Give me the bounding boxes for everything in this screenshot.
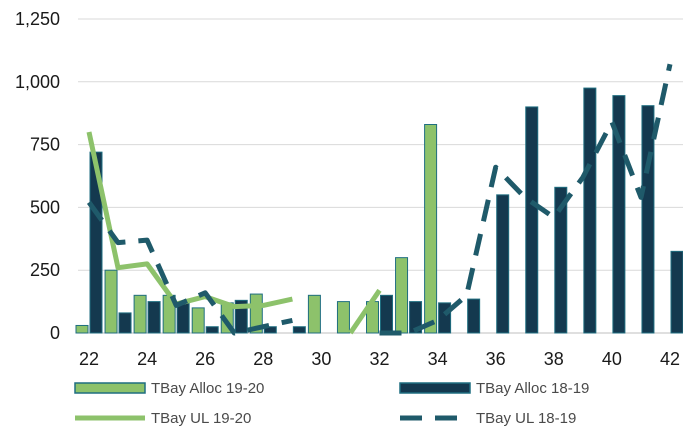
bar-alloc-19-20 [133, 294, 147, 334]
bar-alloc-18-19 [554, 186, 568, 334]
bar-alloc-18-19 [496, 194, 510, 334]
bar-alloc-19-20 [75, 324, 89, 334]
bar-alloc-19-20 [104, 269, 118, 334]
x-tick-label: 28 [253, 349, 273, 369]
bar-alloc-18-19 [147, 301, 161, 334]
bar-alloc-18-19 [263, 326, 277, 334]
y-tick-label: 1,250 [15, 9, 60, 29]
x-tick-label: 30 [311, 349, 331, 369]
bar-alloc-19-20 [336, 301, 350, 334]
line-ul-19-20 [348, 288, 382, 335]
line-ul-18-19 [86, 200, 293, 336]
x-tick-label: 26 [195, 349, 215, 369]
legend-swatch [399, 382, 471, 394]
x-tick-label: 24 [137, 349, 157, 369]
y-axis-tick-labels: 0 250 500 750 1,000 1,250 [15, 9, 60, 343]
x-tick-label: 34 [428, 349, 448, 369]
bar-alloc-18-19 [118, 312, 132, 334]
bar-alloc-18-19 [409, 301, 423, 334]
bar-alloc-18-19 [380, 294, 393, 334]
x-tick-label: 32 [369, 349, 389, 369]
series-lines [86, 63, 673, 336]
legend-label: TBay Alloc 18-19 [476, 380, 589, 397]
legend-label: TBay Alloc 19-20 [151, 380, 264, 397]
x-tick-label: 22 [79, 349, 99, 369]
bar-alloc-18-19 [467, 298, 481, 334]
bar-alloc-18-19 [641, 105, 655, 334]
x-tick-label: 36 [486, 349, 506, 369]
line-ul-19-20 [86, 131, 293, 310]
legend: TBay Alloc 19-20 TBay Alloc 18-19 TBay UL … [74, 380, 589, 427]
bar-alloc-18-19 [583, 87, 597, 334]
bar-alloc-18-19 [438, 302, 452, 334]
bar-alloc-18-19 [176, 302, 190, 334]
bar-alloc-18-19 [89, 151, 103, 334]
x-tick-label: 38 [544, 349, 564, 369]
y-tick-label: 250 [30, 260, 60, 280]
x-tick-label: 40 [602, 349, 622, 369]
bar-alloc-19-20 [395, 257, 409, 334]
y-tick-label: 750 [30, 135, 60, 155]
bar-alloc-19-20 [424, 124, 438, 334]
legend-label: TBay UL 19-20 [151, 410, 251, 427]
bar-alloc-18-19 [670, 250, 683, 334]
x-axis-tick-labels: 22 24 26 28 30 32 34 36 38 40 42 [79, 349, 680, 369]
legend-swatch [74, 382, 146, 394]
bar-alloc-18-19 [205, 326, 219, 334]
x-tick-label: 42 [660, 349, 680, 369]
legend-label: TBay UL 18-19 [476, 410, 576, 427]
y-tick-label: 1,000 [15, 72, 60, 92]
y-tick-label: 0 [50, 323, 60, 343]
bar-alloc-18-19 [525, 106, 539, 334]
bar-alloc-18-19 [612, 95, 626, 334]
line-ul-18-19 [379, 63, 673, 336]
bar-alloc-19-20 [307, 294, 321, 334]
bars [75, 87, 683, 334]
y-tick-label: 500 [30, 197, 60, 217]
bar-alloc-18-19 [292, 326, 306, 334]
bar-alloc-19-20 [191, 307, 205, 334]
